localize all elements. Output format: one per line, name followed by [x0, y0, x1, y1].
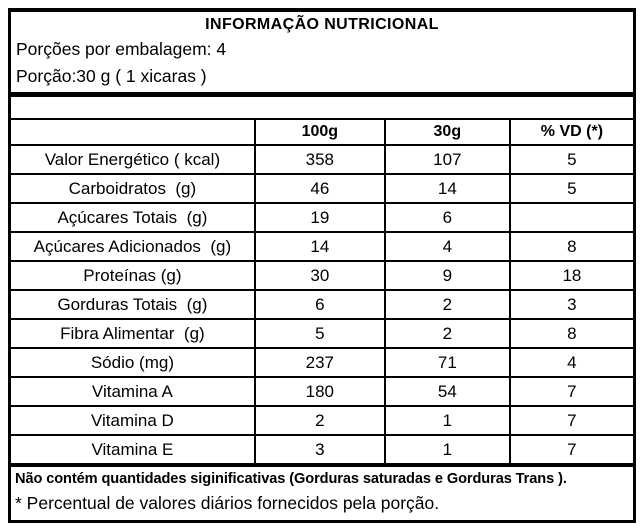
value-100g: 237 [253, 347, 386, 378]
table-row: Proteínas (g) 30 9 18 [11, 260, 633, 291]
row-label: Vitamina E [11, 434, 256, 463]
value-vd: 5 [508, 173, 633, 204]
value-30g: 2 [383, 289, 511, 320]
header-nutrient [11, 118, 256, 146]
row-label: Vitamina A [11, 376, 256, 407]
value-30g: 4 [383, 231, 511, 262]
row-label: Vitamina D [11, 405, 256, 436]
panel-header: INFORMAÇÃO NUTRICIONAL Porções por embal… [11, 12, 633, 90]
value-30g: 14 [383, 173, 511, 204]
footnote-daily-values: * Percentual de valores diários fornecid… [15, 493, 440, 513]
value-vd: 8 [508, 318, 633, 349]
nutrition-table: 100g 30g % VD (*) Valor Energético ( kca… [11, 118, 633, 463]
value-30g: 71 [383, 347, 511, 378]
table-row: Valor Energético ( kcal) 358 107 5 [11, 144, 633, 175]
value-30g: 9 [383, 260, 511, 291]
value-100g: 180 [253, 376, 386, 407]
table-row: Vitamina A 180 54 7 [11, 376, 633, 407]
row-label: Gorduras Totais (g) [11, 289, 256, 320]
table-row: Gorduras Totais (g) 6 2 3 [11, 289, 633, 320]
nutrition-facts-panel: INFORMAÇÃO NUTRICIONAL Porções por embal… [8, 8, 636, 523]
panel-title: INFORMAÇÃO NUTRICIONAL [205, 16, 439, 33]
table-row: Açúcares Adicionados (g) 14 4 8 [11, 231, 633, 262]
thick-divider-top [11, 92, 633, 97]
value-vd: 7 [508, 434, 633, 463]
value-vd: 4 [508, 347, 633, 378]
row-label: Açúcares Totais (g) [11, 202, 256, 233]
thick-divider-bottom [11, 463, 633, 467]
value-vd: 5 [508, 144, 633, 175]
header-vd: % VD (*) [508, 118, 633, 146]
value-100g: 2 [253, 405, 386, 436]
header-30g: 30g [383, 118, 511, 146]
value-30g: 54 [383, 376, 511, 407]
panel-footnotes: Não contém quantidades siginificativas (… [11, 467, 633, 516]
servings-per-package-line: Porções por embalagem: 4 [16, 39, 227, 59]
value-30g: 1 [383, 434, 511, 463]
value-30g: 2 [383, 318, 511, 349]
row-label: Sódio (mg) [11, 347, 256, 378]
value-100g: 358 [253, 144, 386, 175]
value-100g: 30 [253, 260, 386, 291]
value-30g: 6 [383, 202, 511, 233]
value-vd: 8 [508, 231, 633, 262]
table-row: Sódio (mg) 237 71 4 [11, 347, 633, 378]
header-100g: 100g [253, 118, 386, 146]
spacer-band [11, 97, 633, 118]
table-row: Vitamina E 3 1 7 [11, 434, 633, 463]
row-label: Açúcares Adicionados (g) [11, 231, 256, 262]
value-30g: 107 [383, 144, 511, 175]
value-100g: 46 [253, 173, 386, 204]
table-row: Carboidratos (g) 46 14 5 [11, 173, 633, 204]
value-vd: 3 [508, 289, 633, 320]
value-100g: 19 [253, 202, 386, 233]
table-header-row: 100g 30g % VD (*) [11, 118, 633, 146]
value-vd: 7 [508, 376, 633, 407]
table-row: Vitamina D 2 1 7 [11, 405, 633, 436]
value-vd: 7 [508, 405, 633, 436]
table-row: Fibra Alimentar (g) 5 2 8 [11, 318, 633, 349]
row-label: Valor Energético ( kcal) [11, 144, 256, 175]
value-vd [508, 202, 633, 233]
row-label: Carboidratos (g) [11, 173, 256, 204]
value-100g: 14 [253, 231, 386, 262]
value-100g: 6 [253, 289, 386, 320]
portion-size-line: Porção:30 g ( 1 xicaras ) [16, 66, 207, 86]
value-30g: 1 [383, 405, 511, 436]
value-vd: 18 [508, 260, 633, 291]
footnote-no-significant: Não contém quantidades siginificativas (… [15, 471, 567, 487]
row-label: Proteínas (g) [11, 260, 256, 291]
row-label: Fibra Alimentar (g) [11, 318, 256, 349]
value-100g: 3 [253, 434, 386, 463]
table-row: Açúcares Totais (g) 19 6 [11, 202, 633, 233]
value-100g: 5 [253, 318, 386, 349]
